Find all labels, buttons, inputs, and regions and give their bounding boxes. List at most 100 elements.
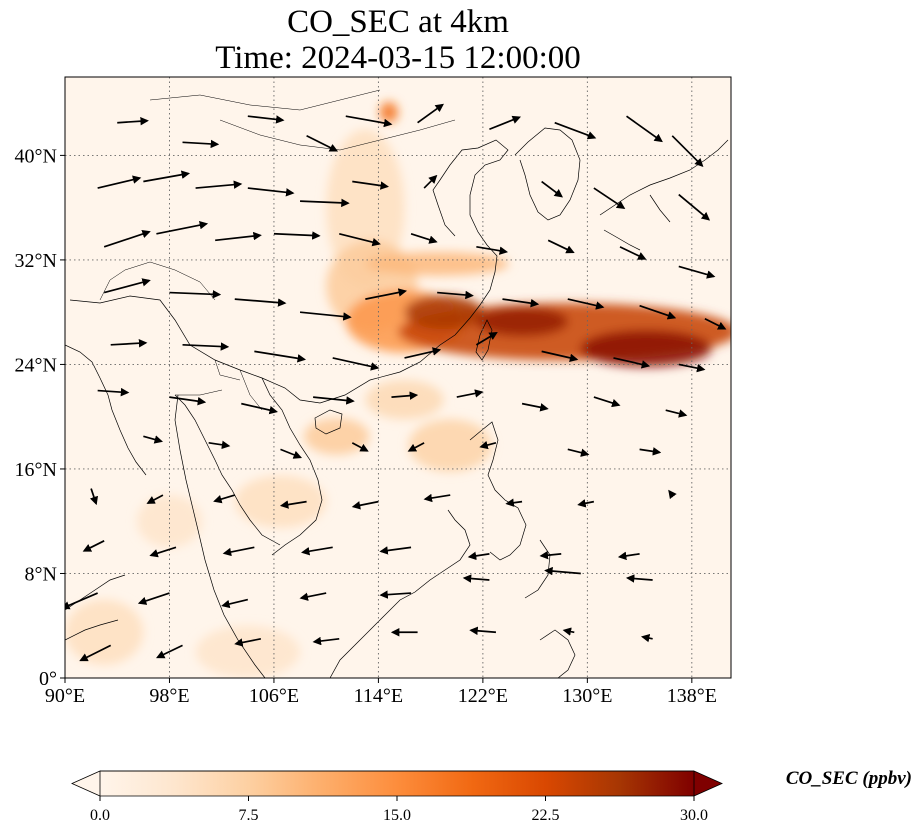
coastline-myanmar [65,344,147,476]
wind-arrow [280,448,303,459]
lat-tick-label: 32°N [15,250,57,272]
wind-arrow [505,498,523,507]
colorbar-title: CO_SEC (ppbv) [785,768,912,789]
concentration-plume-9 [365,252,510,276]
wind-arrow [678,363,706,373]
wind-arrow [103,278,151,294]
wind-arrow [613,357,651,369]
coastline-sulawesi [539,629,576,678]
wind-arrow [404,347,442,359]
map-frame [64,76,732,679]
lon-tick-label: 90°E [45,685,85,707]
wind-arrow [300,198,350,208]
wind-arrow [312,636,340,646]
concentration-plume-11 [379,101,398,123]
wind-arrow [182,342,230,351]
wind-arrow [640,633,653,643]
wind-arrow [593,187,626,209]
coastline-borneo [329,509,471,678]
wind-arrow [437,290,474,300]
border-lines [99,89,456,411]
wind-arrow [169,290,222,299]
wind-arrow [423,174,438,189]
concentration-plume-0 [136,495,203,548]
wind-arrow [208,440,231,450]
wind-arrow [678,193,711,221]
wind-arrow [351,500,379,510]
lon-tick-label: 130°E [562,685,612,707]
wind-arrow [462,574,490,583]
wind-arrow [391,391,419,400]
wind-arrow [299,311,352,321]
wind-arrow [562,627,575,636]
concentration-field [65,101,731,678]
wind-arrow [222,546,255,557]
wind-arrow [247,115,285,124]
colorbar-extend-min [71,770,101,797]
wind-arrow [299,592,327,601]
wind-arrow [182,139,220,149]
wind-arrow [156,220,209,235]
lat-tick-label: 40°N [15,145,57,167]
lon-tick-label: 122°E [458,685,508,707]
wind-arrow [137,592,170,605]
wind-arrow [668,489,677,500]
wind-arrow [475,331,498,346]
wind-arrow [110,338,148,348]
wind-arrow [665,409,688,418]
lon-tick-label: 138°E [667,685,717,707]
colorbar-tick-label: 7.5 [239,807,259,824]
wind-arrow [169,396,207,406]
coastline-hainan [314,409,343,435]
wind-arrow [639,447,662,456]
wind-arrow [678,265,716,279]
wind-arrow [379,590,412,599]
coastline-korea [514,127,581,221]
concentration-plume-4 [65,599,144,665]
wind-arrow [332,357,380,371]
colorbar-tick-label: 0.0 [90,807,110,824]
colorbar-tick-label: 15.0 [383,807,411,824]
wind-arrow [351,442,369,452]
wind-arrow [213,494,236,504]
wind-arrow [97,387,130,397]
wind-arrow [313,396,355,405]
wind-arrow [593,396,621,408]
colorbar: 0.0 7.5 15.0 22.5 30.0 [71,770,723,824]
lon-tick-label: 114°E [354,685,403,707]
lon-tick-label: 106°E [249,685,299,707]
gridlines [65,77,731,678]
wind-arrow [273,231,321,240]
wind-arrow [247,187,295,197]
wind-arrow [410,232,438,244]
axis-ticks [60,154,693,683]
plot-title-line-2: Time: 2024-03-15 12:00:00 [215,40,581,76]
plot-title-line-1: CO_SEC at 4km [287,4,509,40]
wind-arrow [241,402,278,415]
wind-arrow [234,637,262,647]
colorbar-ticks: 0.0 7.5 15.0 22.5 30.0 [90,796,708,824]
wind-arrow [567,298,605,310]
lon-tick-label: 98°E [149,685,189,707]
wind-arrow [639,304,677,320]
wind-arrow [547,239,575,254]
concentration-plume-6 [408,419,493,472]
wind-arrow [143,435,163,444]
wind-arrow [554,121,597,140]
wind-arrow [254,350,307,363]
wind-arrow [417,103,444,124]
wind-arrow [541,350,579,362]
wind-arrow [544,566,581,576]
colorbar-tick-label: 22.5 [532,807,560,824]
wind-arrow [626,115,663,143]
lat-tick-label: 24°N [15,354,57,376]
map-area[interactable] [63,76,738,679]
wind-arrow [221,598,249,609]
wind-arrow [625,574,653,583]
wind-arrow [407,442,425,452]
wind-arrow [306,135,339,152]
concentration-plume-14 [476,306,568,336]
wind-arrow [103,229,151,248]
wind-arrow [339,232,381,247]
